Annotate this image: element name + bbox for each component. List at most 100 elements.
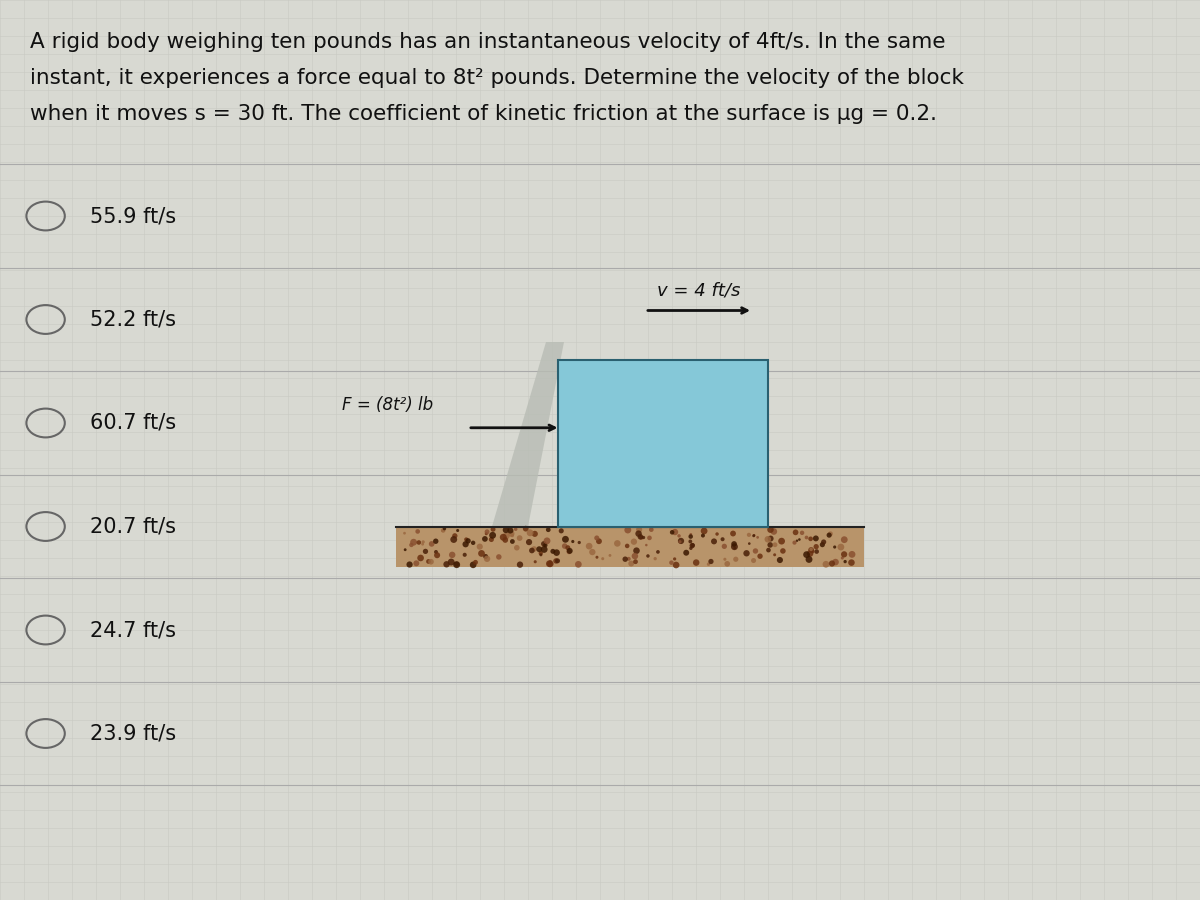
Point <box>744 528 763 543</box>
Point <box>408 524 427 538</box>
Text: v = 4 ft/s: v = 4 ft/s <box>658 282 740 300</box>
Point <box>680 535 700 549</box>
Point <box>739 536 758 551</box>
Point <box>803 544 822 559</box>
Point <box>481 532 500 546</box>
Point <box>493 530 512 544</box>
Point <box>559 544 578 559</box>
Text: when it moves s = 30 ft. The coefficient of kinetic friction at the surface is μ: when it moves s = 30 ft. The coefficient… <box>30 104 937 123</box>
Point <box>413 537 432 552</box>
Point <box>544 544 563 559</box>
Point <box>806 539 826 554</box>
Point <box>682 529 701 544</box>
Point <box>665 525 684 539</box>
Point <box>426 544 445 559</box>
Point <box>630 522 649 536</box>
Point <box>503 535 522 549</box>
Point <box>758 543 778 557</box>
Point <box>746 544 766 558</box>
Point <box>419 554 438 569</box>
Point <box>510 557 529 572</box>
Point <box>713 532 732 546</box>
Point <box>534 542 553 556</box>
Point <box>541 557 560 572</box>
Point <box>563 535 582 549</box>
Point <box>761 523 780 537</box>
Point <box>587 531 606 545</box>
Point <box>463 536 482 550</box>
Point <box>619 552 638 566</box>
Point <box>534 536 553 551</box>
Point <box>546 554 565 568</box>
Point <box>826 555 845 570</box>
Point <box>618 539 637 554</box>
Point <box>683 538 702 553</box>
Point <box>524 542 544 556</box>
Point <box>787 534 806 548</box>
Point <box>686 555 706 570</box>
Point <box>631 530 650 544</box>
Point <box>476 526 496 541</box>
Text: 60.7 ft/s: 60.7 ft/s <box>90 413 176 433</box>
Point <box>725 539 744 554</box>
Point <box>785 536 804 550</box>
Text: 55.9 ft/s: 55.9 ft/s <box>90 206 176 226</box>
Point <box>625 549 644 563</box>
Point <box>506 522 526 536</box>
Point <box>558 541 577 555</box>
Point <box>786 526 805 540</box>
Point <box>414 535 433 549</box>
Point <box>665 552 684 566</box>
Point <box>725 536 744 551</box>
Point <box>802 542 821 556</box>
Point <box>773 544 792 558</box>
Point <box>666 558 685 572</box>
Point <box>724 526 743 541</box>
Point <box>770 553 790 567</box>
Point <box>540 556 559 571</box>
Point <box>640 531 659 545</box>
Point <box>662 555 682 570</box>
Text: F = (8t²) lb: F = (8t²) lb <box>342 396 433 414</box>
Point <box>427 548 446 562</box>
Point <box>758 532 778 546</box>
Point <box>535 538 554 553</box>
Text: 24.7 ft/s: 24.7 ft/s <box>90 620 176 640</box>
Point <box>457 532 476 546</box>
Point <box>556 532 575 546</box>
Point <box>677 545 696 560</box>
Text: 52.2 ft/s: 52.2 ft/s <box>90 310 176 329</box>
Point <box>587 550 606 564</box>
Point <box>761 531 780 545</box>
Point <box>569 557 588 572</box>
Point <box>820 528 839 543</box>
Point <box>634 530 653 544</box>
Point <box>521 526 540 540</box>
Point <box>822 556 841 571</box>
Point <box>790 532 809 546</box>
Point <box>433 524 452 538</box>
Point <box>744 554 763 568</box>
Point <box>607 536 626 551</box>
Point <box>832 540 851 554</box>
Point <box>529 542 548 556</box>
Point <box>433 523 452 537</box>
Point <box>672 534 691 548</box>
Point <box>526 554 545 569</box>
Point <box>629 526 648 541</box>
Point <box>670 528 689 543</box>
Point <box>833 551 852 565</box>
Point <box>626 544 646 558</box>
Point <box>443 548 462 562</box>
Point <box>593 552 612 566</box>
Point <box>618 523 637 537</box>
Point <box>410 551 430 565</box>
Point <box>532 547 551 562</box>
Point <box>814 535 833 549</box>
Text: instant, it experiences a force equal to 8t² pounds. Determine the velocity of t: instant, it experiences a force equal to… <box>30 68 964 87</box>
Point <box>750 549 769 563</box>
Point <box>766 547 785 562</box>
Point <box>400 557 419 572</box>
Point <box>508 541 527 555</box>
Point <box>437 557 456 572</box>
